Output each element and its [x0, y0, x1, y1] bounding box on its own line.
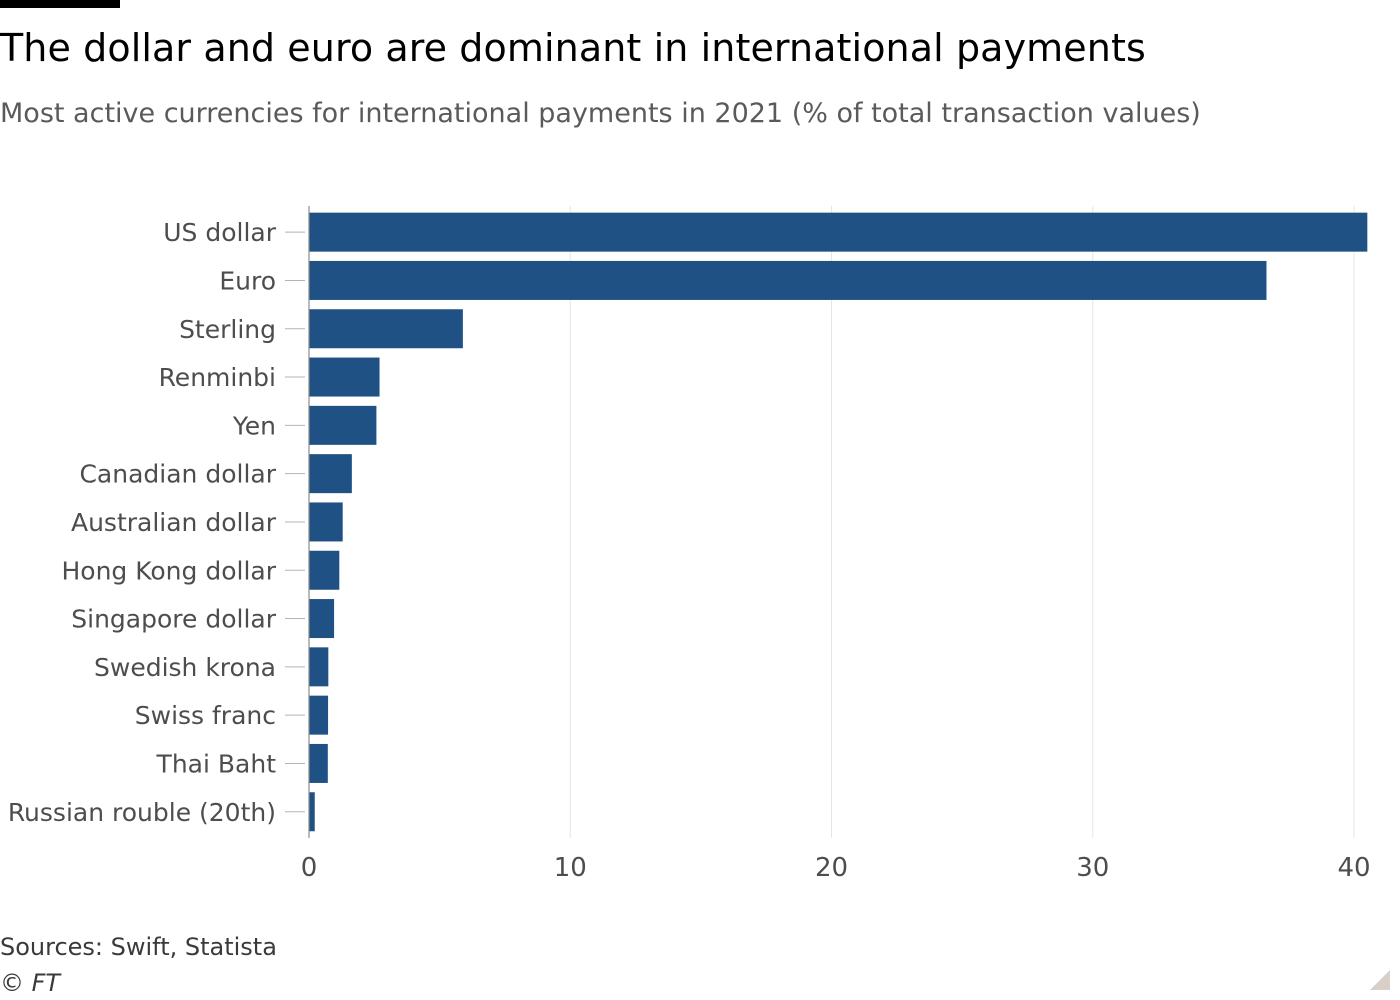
- bar: [309, 743, 328, 783]
- y-category-label: Thai Baht: [156, 749, 277, 778]
- y-category-label: Yen: [232, 411, 276, 440]
- bar-chart: 0 10 20 30 40 US dollar Euro Sterling Renminbi Ye…: [8, 206, 1371, 883]
- bar: [309, 212, 1368, 252]
- y-category-label: Hong Kong dollar: [61, 556, 276, 585]
- bar: [309, 502, 343, 542]
- top-rule: [0, 0, 120, 8]
- y-category-label: Sterling: [179, 315, 276, 344]
- x-tick-label: 40: [1337, 853, 1370, 883]
- bar: [309, 309, 463, 349]
- bar: [309, 454, 352, 494]
- bar: [309, 550, 340, 590]
- copyright-note: © FT: [0, 969, 61, 997]
- y-category-label: Singapore dollar: [71, 605, 276, 634]
- bar: [309, 647, 329, 687]
- y-category-label: US dollar: [163, 218, 276, 247]
- y-category-label: Euro: [219, 266, 276, 295]
- x-tick-label: 20: [815, 853, 848, 883]
- bar: [309, 599, 335, 639]
- corner-mark: [1370, 970, 1390, 990]
- bar: [309, 695, 329, 735]
- y-category-label: Renminbi: [159, 363, 276, 392]
- x-tick-label: 10: [554, 853, 587, 883]
- y-category-label: Canadian dollar: [79, 460, 276, 489]
- bar: [309, 792, 315, 832]
- y-category-label: Swiss franc: [135, 701, 276, 730]
- bar: [309, 405, 377, 445]
- bar: [309, 260, 1267, 300]
- source-note: Sources: Swift, Statista: [0, 933, 277, 961]
- y-category-label: Australian dollar: [71, 508, 277, 537]
- chart-title: The dollar and euro are dominant in inte…: [0, 26, 1146, 70]
- x-tick-label: 0: [301, 853, 318, 883]
- chart-subtitle: Most active currencies for international…: [0, 98, 1201, 129]
- y-category-label: Russian rouble (20th): [8, 798, 276, 827]
- x-tick-label: 30: [1076, 853, 1109, 883]
- y-category-label: Swedish krona: [94, 653, 276, 682]
- bar: [309, 357, 380, 397]
